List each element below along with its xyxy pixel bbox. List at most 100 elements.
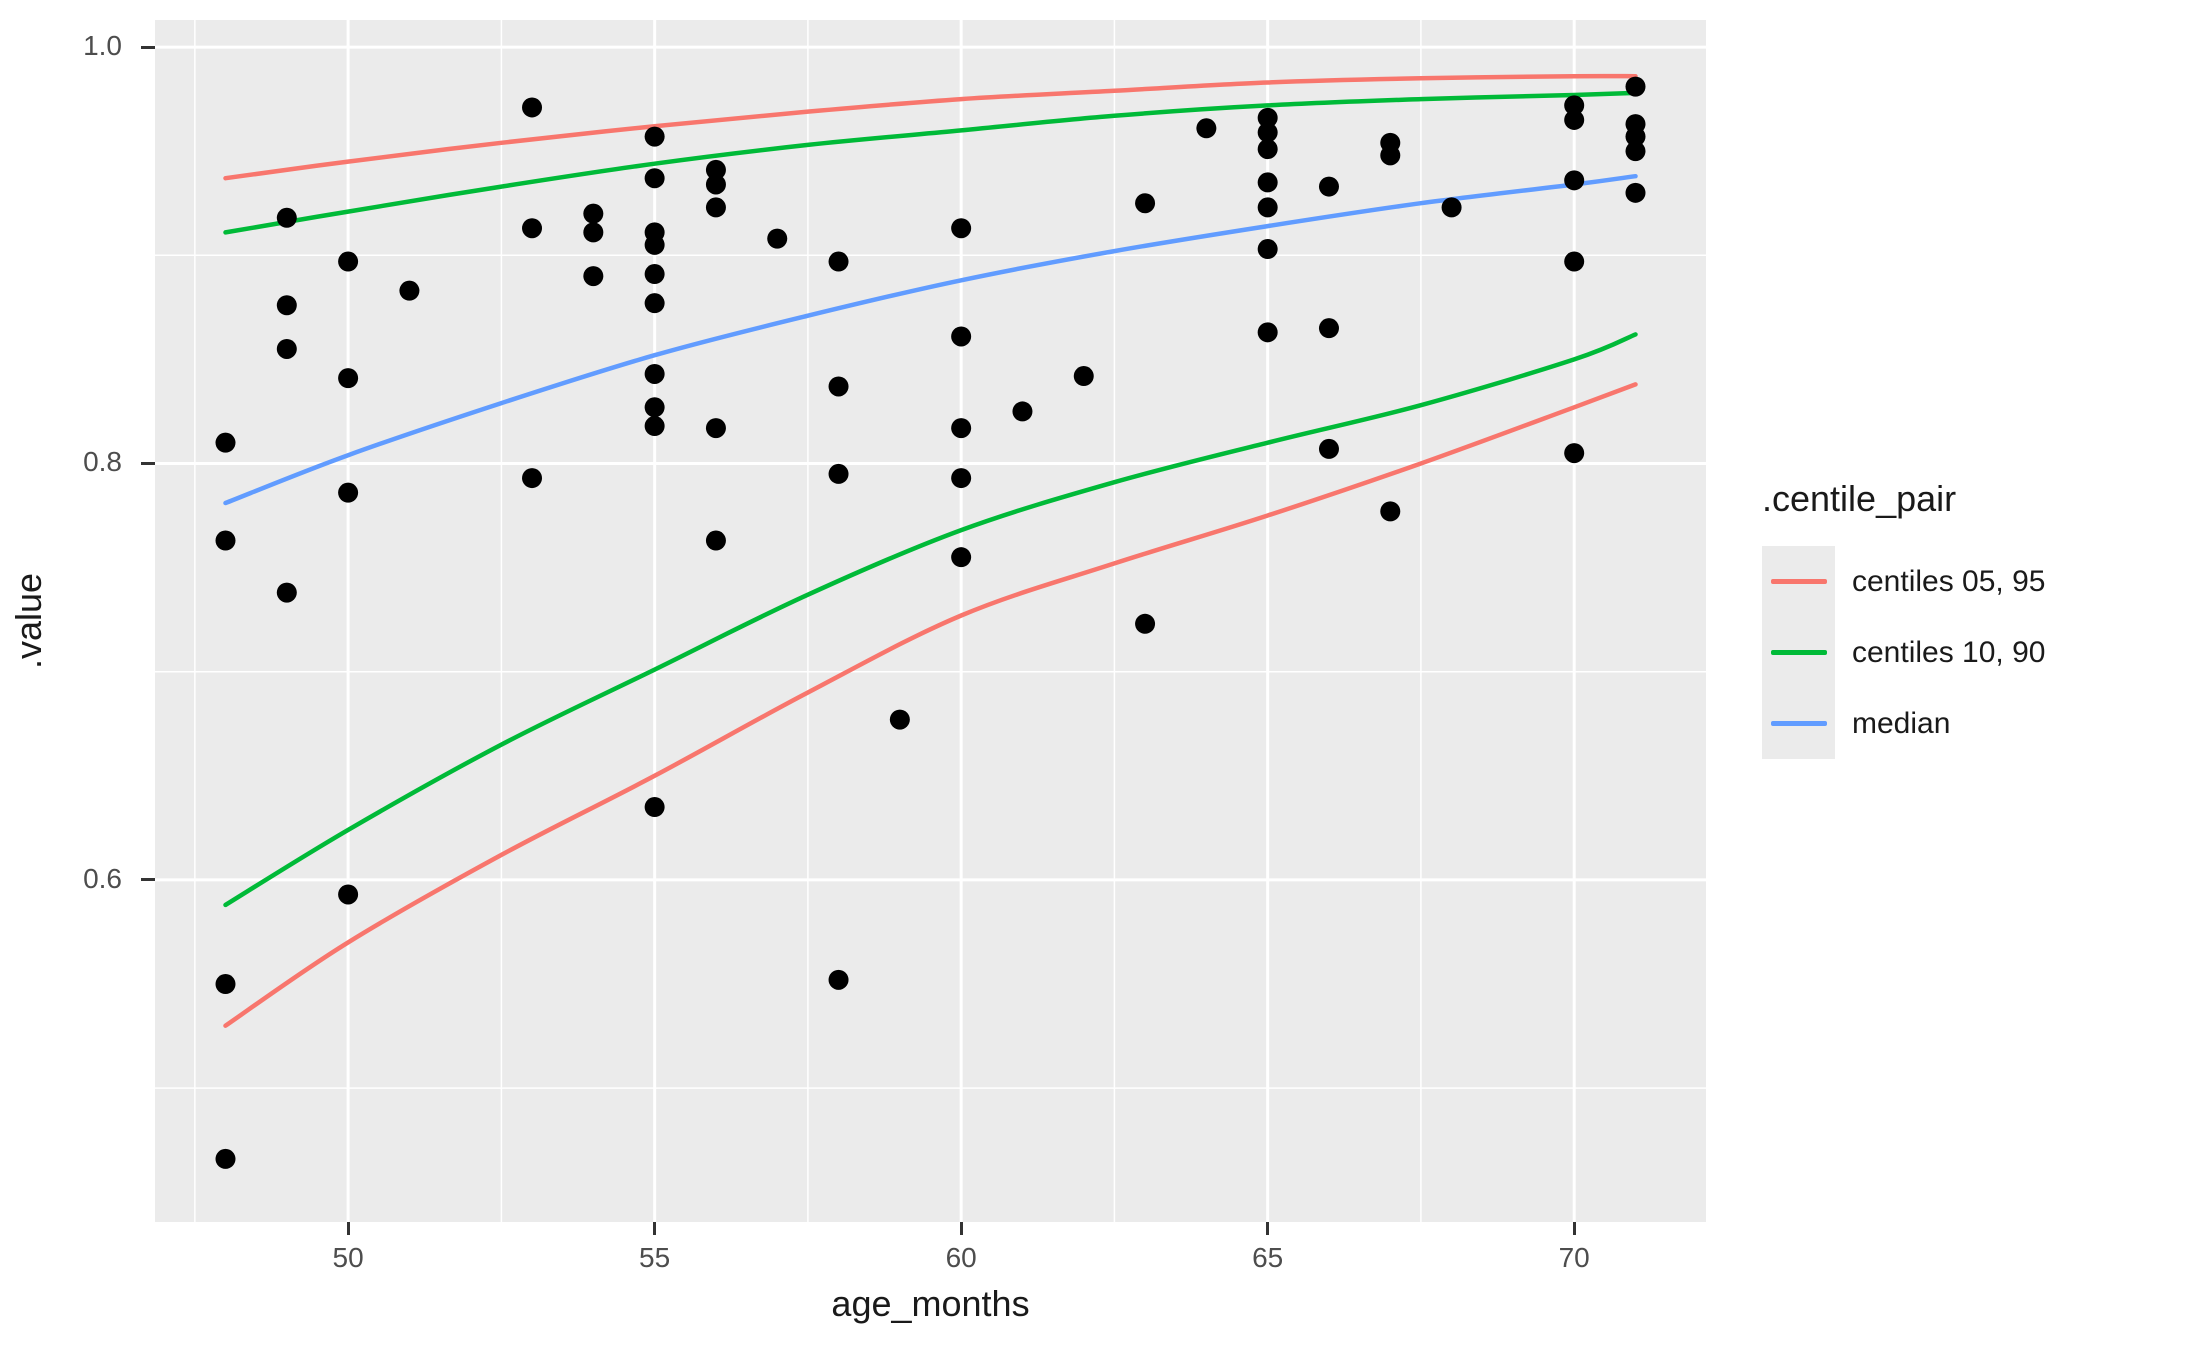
y-tick-mark bbox=[141, 878, 155, 882]
x-tick-label: 65 bbox=[1252, 1242, 1284, 1273]
data-point bbox=[1625, 76, 1646, 97]
y-tick-label: 0.8 bbox=[83, 446, 122, 478]
data-point bbox=[522, 97, 543, 118]
data-point bbox=[1073, 366, 1094, 387]
data-point bbox=[951, 218, 972, 239]
data-point bbox=[705, 530, 726, 551]
data-point bbox=[1135, 613, 1156, 634]
data-point bbox=[522, 468, 543, 489]
data-point bbox=[705, 418, 726, 439]
data-point bbox=[1441, 197, 1462, 218]
curve-centile-05 bbox=[223, 382, 1638, 1028]
data-point bbox=[583, 266, 604, 287]
data-point bbox=[828, 251, 849, 272]
data-point bbox=[644, 168, 665, 189]
data-point bbox=[644, 126, 665, 147]
data-point bbox=[215, 1148, 236, 1169]
data-point bbox=[1257, 122, 1278, 143]
data-point bbox=[338, 482, 359, 503]
y-tick-mark bbox=[141, 45, 155, 49]
data-point bbox=[705, 174, 726, 195]
data-point bbox=[1625, 126, 1646, 147]
data-point bbox=[1135, 193, 1156, 214]
data-point bbox=[1380, 145, 1401, 166]
legend-key-box bbox=[1762, 617, 1835, 688]
x-tick-mark bbox=[653, 1222, 657, 1235]
data-point bbox=[644, 416, 665, 437]
data-point bbox=[889, 709, 910, 730]
x-tick-label: 70 bbox=[1558, 1242, 1590, 1273]
y-tick-mark bbox=[141, 461, 155, 465]
x-tick-mark bbox=[959, 1222, 963, 1235]
data-point bbox=[1625, 141, 1646, 162]
data-point bbox=[951, 326, 972, 347]
data-point bbox=[1012, 401, 1033, 422]
data-point bbox=[644, 797, 665, 818]
data-point bbox=[338, 884, 359, 905]
legend-entry: centiles 10, 90 bbox=[1762, 617, 2182, 688]
x-tick-mark bbox=[1572, 1222, 1576, 1235]
legend-entry-label: median bbox=[1852, 706, 1951, 740]
data-point bbox=[338, 368, 359, 389]
legend: .centile_pair centiles 05, 95 centiles 1… bbox=[1762, 478, 2182, 759]
curve-median bbox=[223, 173, 1638, 506]
data-point bbox=[1257, 172, 1278, 193]
x-tick-label: 60 bbox=[945, 1242, 977, 1273]
data-point bbox=[276, 338, 297, 359]
data-point bbox=[1564, 443, 1585, 464]
data-point bbox=[644, 363, 665, 384]
data-point bbox=[705, 159, 726, 180]
centiles-05-95-line-icon bbox=[1770, 579, 1827, 584]
data-point bbox=[276, 295, 297, 316]
data-point bbox=[828, 463, 849, 484]
curve-centile-10 bbox=[223, 332, 1638, 908]
curve-centile-90 bbox=[223, 90, 1638, 235]
data-point bbox=[1564, 95, 1585, 116]
x-tick-label: 50 bbox=[332, 1242, 364, 1273]
data-point bbox=[215, 530, 236, 551]
plot-panel bbox=[155, 20, 1706, 1222]
data-point bbox=[767, 228, 788, 249]
data-point bbox=[583, 222, 604, 243]
y-tick-label: 1.0 bbox=[83, 30, 122, 62]
legend-title: .centile_pair bbox=[1762, 478, 1957, 519]
data-point bbox=[583, 203, 604, 224]
data-point bbox=[1257, 197, 1278, 218]
data-point bbox=[1318, 438, 1339, 459]
data-point bbox=[828, 376, 849, 397]
centiles-10-90-line-icon bbox=[1770, 650, 1827, 655]
data-point bbox=[1257, 107, 1278, 128]
data-point bbox=[1380, 501, 1401, 522]
data-point bbox=[399, 280, 420, 301]
data-point bbox=[1625, 182, 1646, 203]
data-point bbox=[644, 234, 665, 255]
data-point bbox=[338, 251, 359, 272]
data-point bbox=[644, 397, 665, 418]
y-tick-label: 0.6 bbox=[83, 862, 122, 894]
data-point bbox=[1318, 318, 1339, 339]
chart-canvas bbox=[155, 20, 1706, 1222]
data-point bbox=[828, 969, 849, 990]
legend-entry-label: centiles 05, 95 bbox=[1852, 564, 2046, 598]
data-point bbox=[1196, 118, 1217, 139]
data-point bbox=[1257, 322, 1278, 343]
legend-entry: centiles 05, 95 bbox=[1762, 546, 2182, 617]
x-axis-title: age_months bbox=[831, 1283, 1030, 1324]
data-point bbox=[644, 293, 665, 314]
x-tick-mark bbox=[1266, 1222, 1270, 1235]
data-point bbox=[1318, 176, 1339, 197]
legend-entry-label: centiles 10, 90 bbox=[1852, 635, 2046, 669]
x-tick-label: 55 bbox=[639, 1242, 671, 1273]
data-point bbox=[951, 547, 972, 568]
x-tick-mark bbox=[346, 1222, 350, 1235]
data-point bbox=[1564, 251, 1585, 272]
data-point bbox=[1564, 170, 1585, 191]
data-point bbox=[705, 197, 726, 218]
legend-key-box bbox=[1762, 688, 1835, 759]
data-point bbox=[215, 432, 236, 453]
data-point bbox=[1257, 139, 1278, 160]
data-point bbox=[951, 418, 972, 439]
data-point bbox=[1257, 239, 1278, 260]
data-point bbox=[1564, 109, 1585, 130]
data-point bbox=[276, 582, 297, 603]
